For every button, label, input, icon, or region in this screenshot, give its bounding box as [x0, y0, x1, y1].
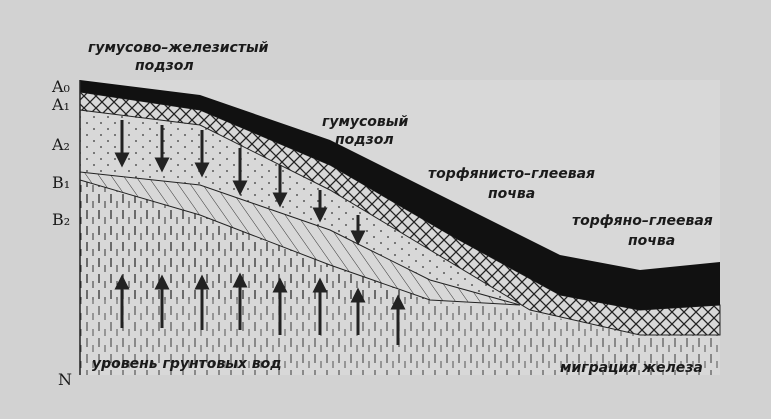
migration-label: миграция железа [560, 360, 703, 376]
soil-label: подзол [335, 132, 394, 148]
soil-label: гумусово–железистый [88, 40, 269, 56]
a2-horizon [80, 110, 530, 310]
horizon-label: A₂ [51, 135, 70, 154]
a0-horizon [80, 80, 720, 310]
b2-upper [80, 180, 430, 300]
b1-horizon [79, 171, 521, 306]
groundwater-label: уровень грунтовых вод [92, 356, 282, 372]
soil-label: торфяно–глеевая [572, 213, 713, 229]
horizon-label: B₁ [52, 173, 70, 192]
arrows [114, 120, 406, 345]
horizon-label: B₂ [52, 210, 70, 229]
soil-label: гумусовый [322, 114, 408, 130]
horizon-label: N [58, 370, 72, 389]
soil-label: торфянисто–глеевая [428, 166, 595, 182]
soil-label: подзол [135, 58, 194, 74]
horizon-label: A₁ [51, 95, 70, 114]
horizon-label: A₀ [51, 77, 70, 96]
soil-label: почва [488, 186, 535, 202]
soil-label: почва [628, 233, 675, 249]
